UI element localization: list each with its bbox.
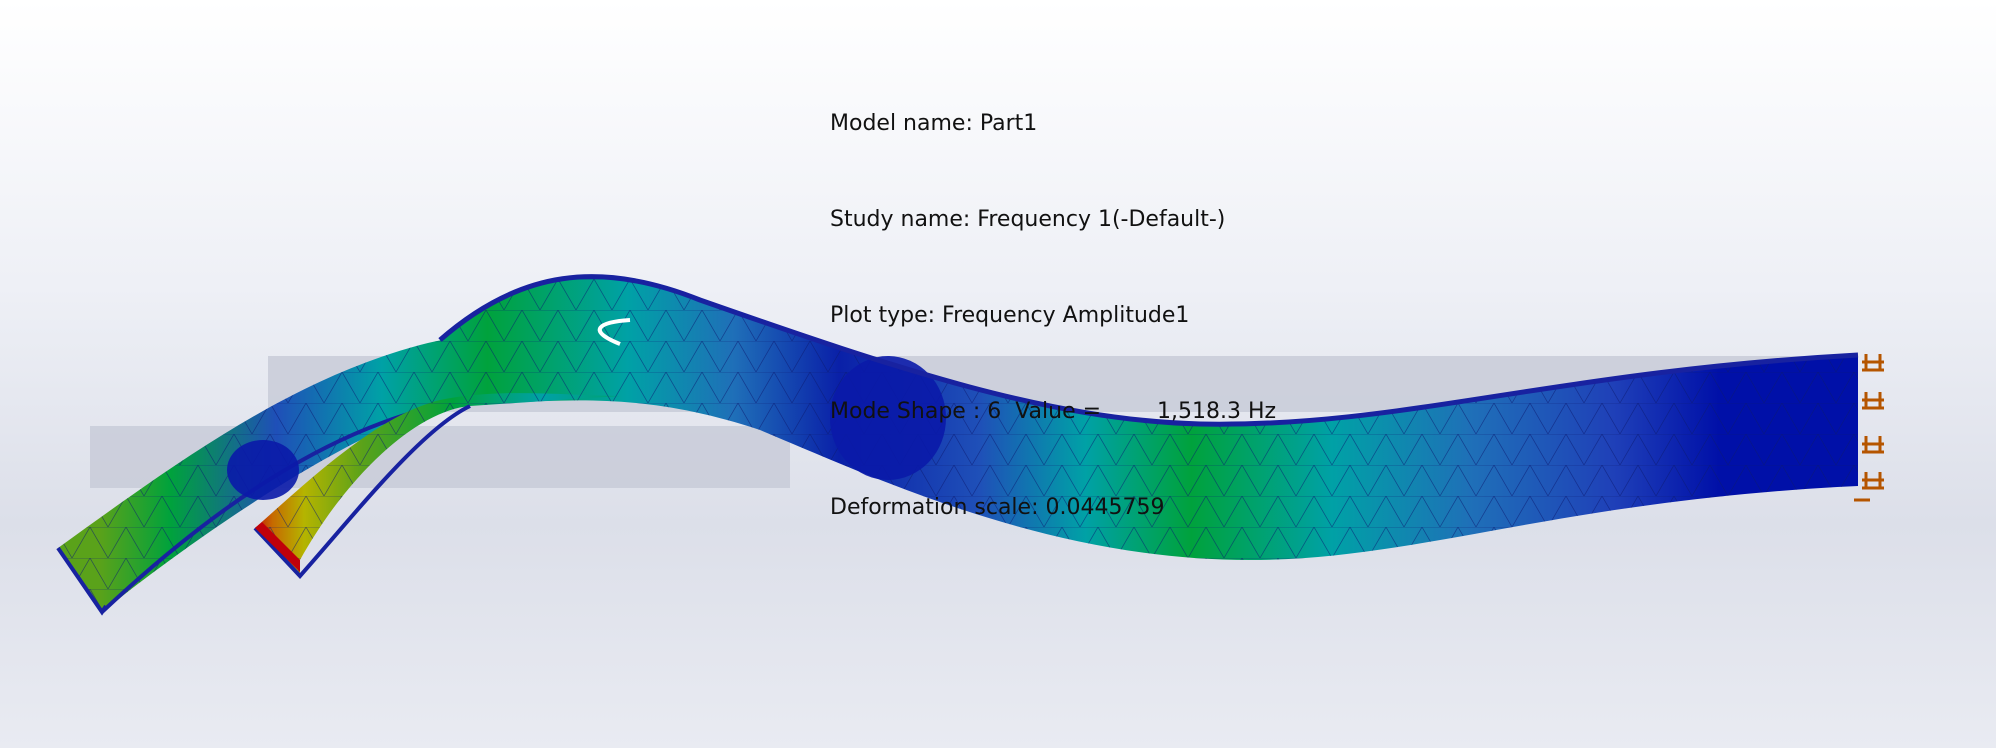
fixed-geometry-icon[interactable] bbox=[1854, 354, 1884, 502]
plot-type-label: Plot type: Frequency Amplitude1 bbox=[830, 303, 1190, 328]
study-name-label: Study name: Frequency 1(-Default-) bbox=[830, 207, 1226, 232]
model-name-label: Model name: Part1 bbox=[830, 111, 1038, 136]
mode-shape-label: Mode Shape : 6 Value = 1,518.3 Hz bbox=[830, 399, 1277, 424]
nodal-zone-2 bbox=[227, 440, 299, 500]
beam-main-edge bbox=[438, 274, 1859, 427]
max-displacement-tip bbox=[255, 522, 300, 572]
deformation-scale-label: Deformation scale: 0.0445759 bbox=[830, 495, 1165, 520]
result-info-block: Model name: Part1 Study name: Frequency … bbox=[830, 44, 1276, 588]
nodal-zone-1 bbox=[830, 356, 946, 480]
beam-branch-lower-edge bbox=[253, 404, 471, 579]
